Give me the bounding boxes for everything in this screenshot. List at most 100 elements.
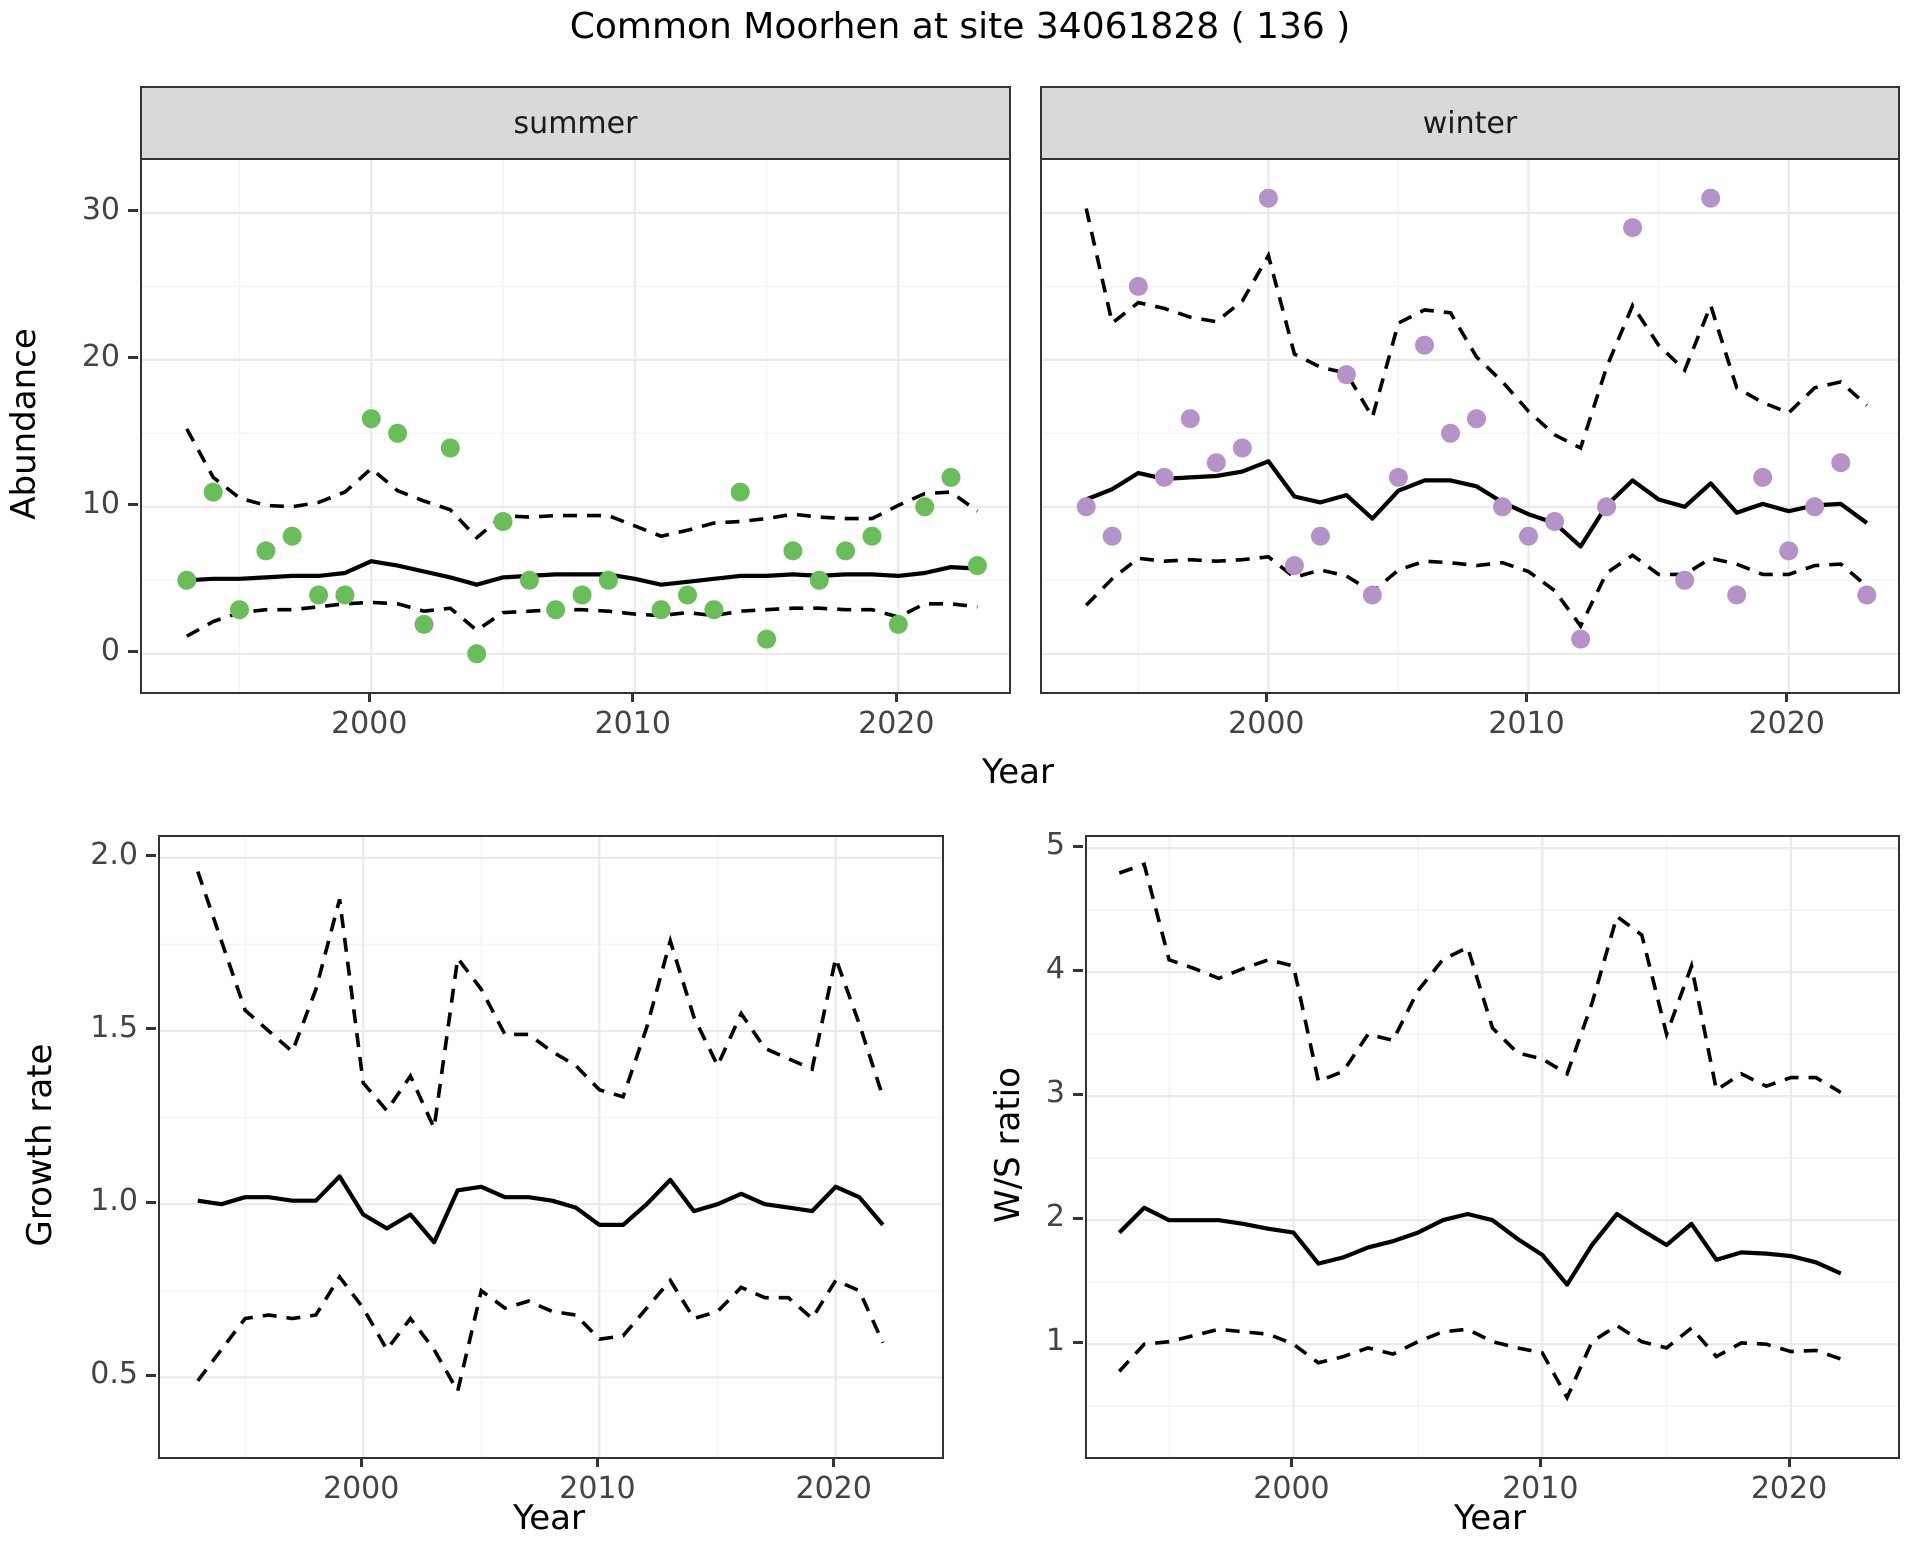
y-tick-mark xyxy=(1073,1092,1083,1096)
y-tick-label: 1 xyxy=(1045,1323,1065,1359)
data-point xyxy=(1545,512,1565,531)
data-point xyxy=(335,585,355,605)
data-point xyxy=(1336,365,1356,385)
y-tick-label: 20 xyxy=(81,338,120,374)
data-point xyxy=(546,600,566,620)
data-point xyxy=(440,438,460,458)
data-point xyxy=(1258,188,1278,208)
data-point xyxy=(1076,497,1096,517)
y-tick-mark xyxy=(1073,968,1083,972)
y-tick-mark xyxy=(146,1027,156,1031)
x-tick-mark xyxy=(359,1457,363,1467)
y-tick-mark xyxy=(128,650,138,654)
data-point xyxy=(230,600,249,620)
data-point xyxy=(203,482,223,502)
data-point xyxy=(1415,335,1434,355)
x-tick-label: 2010 xyxy=(559,1471,636,1506)
x-tick-label: 2000 xyxy=(331,706,408,741)
x-tick-label: 2020 xyxy=(795,1471,872,1506)
data-point xyxy=(730,482,750,502)
y-tick-mark xyxy=(1073,844,1083,848)
mean-line xyxy=(197,1174,885,1245)
upper-ci-line xyxy=(196,871,885,1135)
data-point xyxy=(967,556,987,576)
y-tick-mark xyxy=(128,356,138,360)
data-point xyxy=(1154,467,1174,487)
data-point xyxy=(1102,526,1122,546)
x-tick-mark xyxy=(1538,1457,1542,1467)
y-tick-mark xyxy=(146,854,156,858)
x-tick-label: 2000 xyxy=(322,1471,400,1506)
data-point xyxy=(1493,497,1512,517)
upper-ci-line xyxy=(185,428,979,541)
data-point xyxy=(757,629,777,649)
x-tick-mark xyxy=(595,1457,599,1467)
growth-rate-panel xyxy=(158,835,944,1459)
data-point xyxy=(1232,438,1252,458)
data-point xyxy=(1597,497,1617,517)
data-point xyxy=(1623,218,1643,238)
x-tick-mark xyxy=(367,692,371,702)
data-point xyxy=(1831,453,1851,473)
data-point xyxy=(915,497,935,517)
x-tick-mark xyxy=(894,692,898,702)
x-tick-mark xyxy=(1787,1457,1791,1467)
y-tick-mark xyxy=(146,1373,156,1377)
data-point xyxy=(256,541,276,561)
data-point xyxy=(1284,556,1304,576)
top-year-axis-title: Year xyxy=(982,752,1054,792)
upper-ci-line xyxy=(1084,208,1869,451)
x-tick-label: 2020 xyxy=(1748,706,1825,741)
data-point xyxy=(1727,585,1747,605)
data-point xyxy=(519,570,539,590)
figure-title: Common Moorhen at site 34061828 ( 136 ) xyxy=(569,6,1351,47)
lower-ci-line xyxy=(1084,553,1868,630)
lower-ci-line xyxy=(185,600,978,638)
data-point xyxy=(493,512,513,531)
lower-ci-line xyxy=(1117,1323,1842,1402)
facet-strip-summer: summer xyxy=(140,86,1011,160)
abundance-axis-title: Abundance xyxy=(4,328,44,520)
y-tick-label: 1.5 xyxy=(90,1009,138,1045)
x-tick-mark xyxy=(1289,1457,1293,1467)
upper-ci-line xyxy=(1118,861,1842,1094)
growth-year-axis-title: Year xyxy=(513,1498,585,1538)
y-tick-mark xyxy=(1073,1340,1083,1344)
x-tick-label: 2020 xyxy=(858,706,935,741)
data-point xyxy=(941,467,961,487)
facet-strip-winter: winter xyxy=(1040,86,1900,160)
data-point xyxy=(1441,423,1460,443)
facet-strip-summer-label: summer xyxy=(513,105,638,141)
mean-line xyxy=(186,559,978,587)
data-point xyxy=(1675,570,1695,590)
data-point xyxy=(1180,409,1200,429)
data-point xyxy=(177,570,197,590)
data-point xyxy=(1779,541,1799,561)
data-point xyxy=(1571,629,1591,649)
data-point xyxy=(572,585,592,605)
data-point xyxy=(862,526,882,546)
data-point xyxy=(598,570,618,590)
ws-ratio-panel xyxy=(1085,835,1900,1459)
ws-year-axis-title: Year xyxy=(1454,1498,1526,1538)
data-point xyxy=(1388,467,1408,487)
data-point xyxy=(1519,526,1538,546)
data-point xyxy=(809,570,829,590)
y-tick-label: 2.0 xyxy=(90,836,138,872)
data-point xyxy=(282,526,302,546)
y-tick-label: 4 xyxy=(1045,951,1065,987)
data-point xyxy=(1206,453,1226,473)
x-tick-mark xyxy=(1264,692,1268,702)
data-point xyxy=(467,644,487,664)
data-point xyxy=(651,600,671,620)
x-tick-label: 2000 xyxy=(1253,1471,1330,1506)
mean-line xyxy=(1085,459,1869,549)
y-tick-label: 0 xyxy=(100,632,120,668)
y-tick-mark xyxy=(128,503,138,507)
y-tick-label: 30 xyxy=(81,191,120,227)
summer-abundance-panel xyxy=(140,158,1011,694)
x-tick-label: 2000 xyxy=(1228,706,1305,741)
data-point xyxy=(1310,526,1330,546)
x-tick-mark xyxy=(1785,692,1789,702)
